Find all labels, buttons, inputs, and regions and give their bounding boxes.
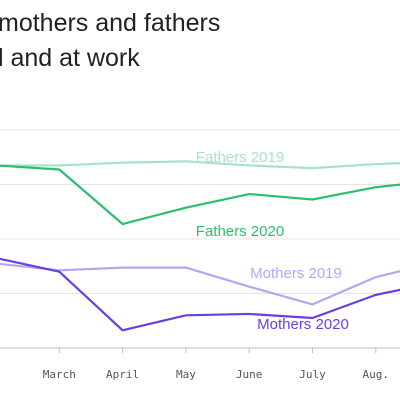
x-tick-label: June xyxy=(236,368,263,381)
series-line xyxy=(0,262,400,306)
chart-title-line-2: l and at work xyxy=(0,44,140,72)
x-tick-label: April xyxy=(106,368,139,381)
x-tick-label: March xyxy=(43,368,76,381)
chart-title-line-1: mothers and fathers xyxy=(0,9,221,37)
series-lines xyxy=(0,160,400,332)
gridlines xyxy=(0,129,400,349)
series-line xyxy=(0,257,400,332)
series-label: Mothers 2019 xyxy=(250,265,342,282)
series-label: Fathers 2019 xyxy=(196,149,284,166)
series-line xyxy=(0,160,400,170)
series-label: Fathers 2020 xyxy=(196,223,284,240)
series-labels: Fathers 2019 Fathers 2020 Mothers 2019 Moth… xyxy=(196,149,349,333)
series-label: Mothers 2020 xyxy=(257,316,349,333)
series-line xyxy=(0,164,400,226)
x-tick-label: May xyxy=(176,368,196,381)
x-tick-label: Aug. xyxy=(363,368,390,381)
x-tick-label: July xyxy=(299,368,326,381)
